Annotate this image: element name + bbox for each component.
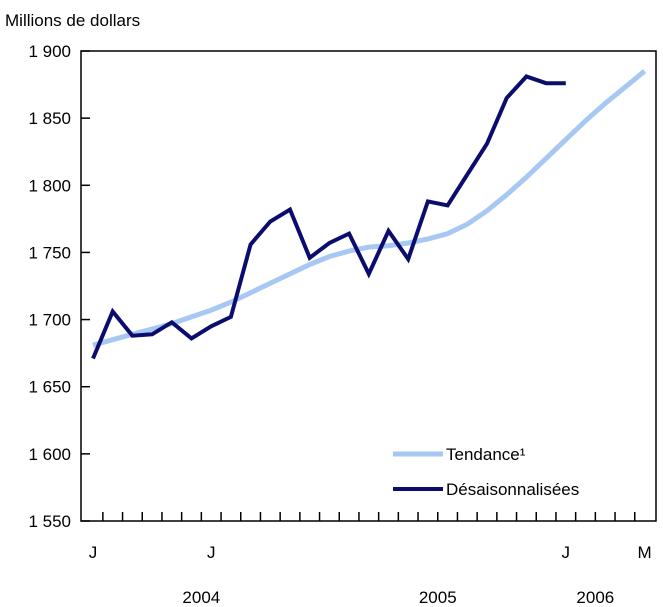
y-tick-label: 1 900 <box>28 42 71 61</box>
legend-label: Tendance¹ <box>446 445 526 464</box>
legend-label: Désaisonnalisées <box>446 480 579 499</box>
y-tick-label: 1 850 <box>28 109 71 128</box>
x-tick-label: M <box>638 543 652 562</box>
year-label: 2004 <box>182 588 220 607</box>
legend: Tendance¹ Désaisonnalisées <box>393 445 579 499</box>
x-tick-label: J <box>89 543 98 562</box>
series-line-tendance <box>92 69 647 348</box>
y-axis: 1 550 1 600 1 650 1 700 1 750 1 800 1 850 1 900 <box>28 42 90 531</box>
y-tick-label: 1 750 <box>28 243 71 262</box>
x-tick-label: J <box>207 543 216 562</box>
x-axis: J J J M 2004 2005 2006 <box>89 512 652 607</box>
y-tick-label: 1 800 <box>28 176 71 195</box>
year-label: 2005 <box>419 588 457 607</box>
series-lines <box>91 69 647 360</box>
plot-area <box>80 50 657 522</box>
y-tick-label: 1 650 <box>28 378 71 397</box>
y-tick-label: 1 550 <box>28 512 71 531</box>
x-tick-label: J <box>562 543 571 562</box>
series-line-desaisonnalisees <box>91 74 566 360</box>
y-axis-title: Millions de dollars <box>5 11 140 30</box>
year-label: 2006 <box>576 588 614 607</box>
y-tick-label: 1 700 <box>28 311 71 330</box>
y-tick-label: 1 600 <box>28 445 71 464</box>
